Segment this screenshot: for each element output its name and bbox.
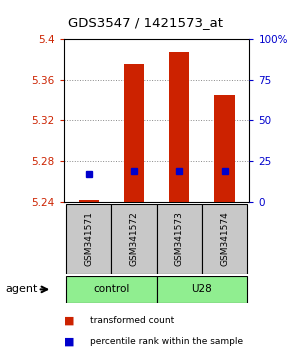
Text: transformed count: transformed count xyxy=(90,316,174,325)
Bar xyxy=(66,276,157,303)
Text: ■: ■ xyxy=(64,315,74,326)
Bar xyxy=(202,204,247,274)
Text: ■: ■ xyxy=(64,336,74,346)
Bar xyxy=(169,52,189,202)
Text: agent: agent xyxy=(6,284,38,295)
Text: GSM341571: GSM341571 xyxy=(84,211,93,267)
Bar xyxy=(157,276,247,303)
Bar xyxy=(124,64,144,202)
Text: GSM341574: GSM341574 xyxy=(220,212,229,266)
Text: U28: U28 xyxy=(191,284,212,295)
Bar xyxy=(79,200,99,202)
Bar xyxy=(157,204,202,274)
Bar xyxy=(214,95,235,202)
Text: control: control xyxy=(93,284,130,295)
Text: GSM341572: GSM341572 xyxy=(129,212,138,266)
Bar xyxy=(66,204,111,274)
Text: GDS3547 / 1421573_at: GDS3547 / 1421573_at xyxy=(68,16,222,29)
Text: percentile rank within the sample: percentile rank within the sample xyxy=(90,337,243,346)
Text: GSM341573: GSM341573 xyxy=(175,211,184,267)
Bar xyxy=(111,204,157,274)
